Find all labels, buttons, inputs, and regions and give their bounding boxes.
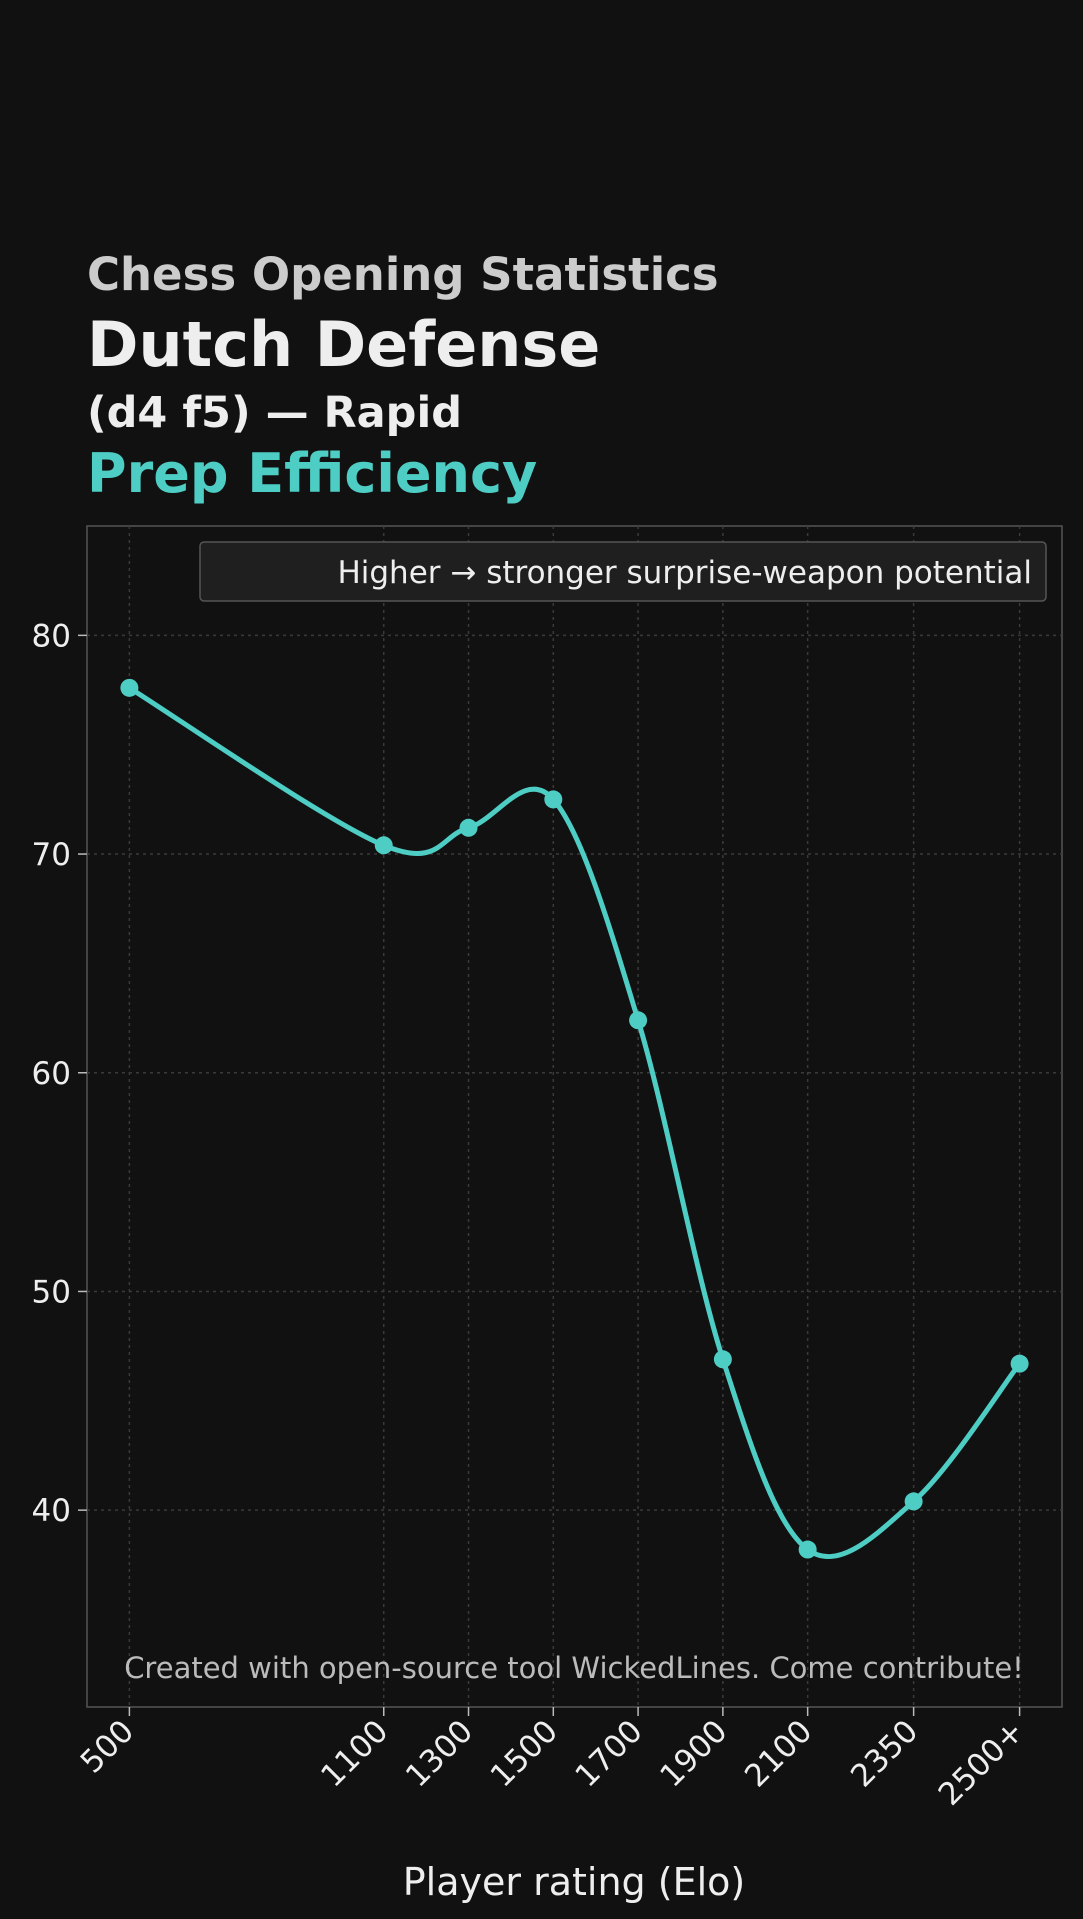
x-tick-label: 500 [74,1713,141,1780]
y-tick-label: 60 [32,1056,71,1092]
x-tick-label: 2100 [738,1713,819,1794]
data-point [904,1492,923,1511]
chart-subtitle: (d4 f5) — Rapid [87,388,462,438]
watermark-annotation: Created with open-source tool WickedLine… [124,1651,1024,1685]
data-point [459,818,478,837]
y-tick-label: 70 [32,837,71,873]
x-tick-label: 1900 [653,1713,734,1794]
data-point [629,1011,648,1030]
data-point [798,1540,817,1559]
chart-title: Dutch Defense [87,308,601,381]
y-tick-label: 40 [32,1493,71,1529]
x-tick-label: 1300 [399,1713,480,1794]
metric-title: Prep Efficiency [87,442,538,505]
y-tick-label: 50 [32,1274,71,1310]
chart-supertitle: Chess Opening Statistics [87,248,719,301]
y-axis: 40 50 60 70 80 [32,618,87,1529]
data-point [713,1350,732,1369]
data-point [544,790,563,809]
data-point [120,678,139,697]
x-axis-label: Player rating (Elo) [403,1860,745,1904]
data-points [120,678,1029,1559]
plot-frame [86,525,1063,1708]
x-tick-label: 1700 [568,1713,649,1794]
x-tick-label: 1500 [484,1713,565,1794]
grid [87,526,1062,1707]
legend: Higher → stronger surprise-weapon potent… [199,541,1047,602]
y-tick-label: 80 [32,618,71,654]
legend-text: Higher → stronger surprise-weapon potent… [337,555,1032,591]
data-point [1010,1354,1029,1373]
x-tick-label: 1100 [314,1713,395,1794]
x-tick-label: 2500+ [932,1713,1032,1813]
x-axis: 500 1100 1300 1500 1700 1900 2100 2350 2500+ [74,1707,1032,1813]
data-point [374,836,393,855]
legend-box [199,541,1047,602]
x-tick-label: 2350 [844,1713,925,1794]
